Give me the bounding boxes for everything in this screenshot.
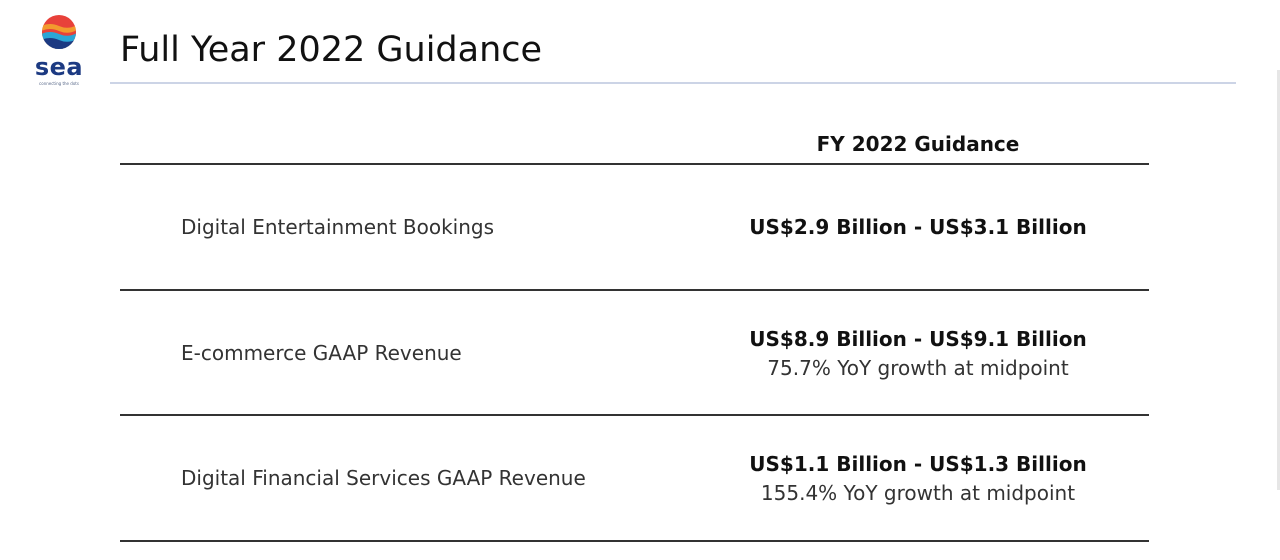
column-header: FY 2022 Guidance [816, 132, 1020, 156]
page-title: Full Year 2022 Guidance [120, 30, 543, 70]
sea-tagline: connecting the dots [39, 81, 79, 86]
sea-logo-icon [42, 15, 76, 49]
table-row: Digital Financial Services GAAP Revenue … [120, 416, 1149, 540]
row-value: US$2.9 Billion - US$3.1 Billion [749, 214, 1087, 239]
row-growth-note: 155.4% YoY growth at midpoint [760, 480, 1076, 505]
row-growth-note: 75.7% YoY growth at midpoint [767, 355, 1069, 380]
row-label: Digital Financial Services GAAP Revenue [181, 466, 586, 490]
row-value-cell: US$2.9 Billion - US$3.1 Billion [700, 165, 1136, 289]
table-rule [120, 289, 1149, 291]
title-divider [110, 82, 1236, 84]
sea-logo: sea connecting the dots [30, 14, 90, 90]
table-rule-bottom [120, 540, 1149, 542]
row-label: E-commerce GAAP Revenue [181, 341, 462, 365]
table-rule-top [120, 163, 1149, 165]
table-row: Digital Entertainment Bookings US$2.9 Bi… [120, 165, 1149, 289]
row-value-cell: US$1.1 Billion - US$1.3 Billion 155.4% Y… [700, 416, 1136, 540]
table-row: E-commerce GAAP Revenue US$8.9 Billion -… [120, 291, 1149, 415]
page-edge [1277, 70, 1280, 490]
sea-wordmark: sea [34, 53, 84, 81]
row-value-cell: US$8.9 Billion - US$9.1 Billion 75.7% Yo… [700, 291, 1136, 415]
row-value: US$1.1 Billion - US$1.3 Billion [749, 451, 1087, 476]
table-rule [120, 414, 1149, 416]
row-value: US$8.9 Billion - US$9.1 Billion [749, 326, 1087, 351]
row-label: Digital Entertainment Bookings [181, 215, 495, 239]
